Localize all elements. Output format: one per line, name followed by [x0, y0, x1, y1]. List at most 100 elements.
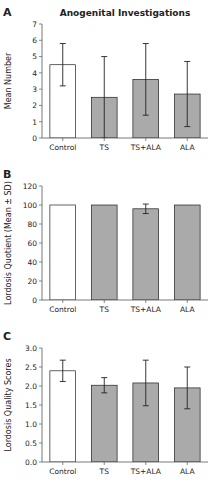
y-tick-label: 1.0 [25, 420, 37, 429]
y-axis-label: Mean Number [4, 52, 13, 109]
y-tick-label: 0.5 [25, 439, 37, 448]
x-tick [187, 138, 188, 141]
y-axis [42, 24, 43, 138]
error-stem [187, 367, 188, 409]
y-tick-label: 2.0 [25, 382, 37, 391]
y-tick-label: 4 [32, 69, 37, 78]
y-axis [42, 186, 43, 300]
title: Anogenital Investigations [60, 8, 191, 18]
error-cap [60, 85, 66, 86]
y-tick-label: 0 [32, 134, 37, 143]
y-tick [39, 224, 42, 225]
error-cap [60, 43, 66, 44]
error-cap [101, 392, 107, 393]
y-tick [39, 262, 42, 263]
y-tick-label: 0 [32, 296, 37, 305]
bar [174, 205, 200, 300]
y-tick-label: 3 [32, 85, 37, 94]
error-cap [143, 405, 149, 406]
x-tick-label: ALA [180, 305, 195, 314]
x-tick-label: TS [99, 143, 110, 152]
y-tick [39, 462, 42, 463]
x-tick [145, 462, 146, 465]
y-tick [39, 424, 42, 425]
error-stem [104, 378, 105, 393]
x-tick-label: TS [99, 467, 110, 476]
x-tick-label: TS+ALA [130, 305, 162, 314]
y-tick [39, 386, 42, 387]
error-stem [187, 61, 188, 126]
x-tick [62, 462, 63, 465]
y-tick-label: 2 [32, 101, 37, 110]
y-tick-label: 100 [23, 201, 38, 210]
x-axis [42, 300, 208, 301]
bar [91, 205, 117, 300]
y-tick [39, 348, 42, 349]
y-tick [39, 121, 42, 122]
bar [91, 385, 117, 462]
y-tick [39, 89, 42, 90]
x-tick-label: Control [49, 143, 76, 152]
y-tick-label: 40 [27, 258, 37, 267]
x-tick [104, 300, 105, 303]
error-stem [104, 57, 105, 138]
x-tick-label: Control [49, 467, 76, 476]
error-bar [60, 44, 66, 86]
marks [50, 44, 200, 138]
y-tick-label: 20 [27, 277, 37, 286]
x-axis [42, 138, 208, 139]
y-tick-label: 5 [32, 52, 37, 61]
y-tick [39, 105, 42, 106]
y-axis-label: Lordosis Quality Scores [4, 358, 13, 451]
y-tick-label: 6 [32, 36, 37, 45]
y-axis-label: Lordosis Quotient (Mean ± SD) [4, 181, 13, 305]
y-tick [39, 443, 42, 444]
error-cap [101, 377, 107, 378]
y-tick [39, 367, 42, 368]
y-tick [39, 138, 42, 139]
y-tick [39, 405, 42, 406]
error-cap [101, 56, 107, 57]
bar [50, 371, 76, 462]
x-tick-label: ALA [180, 143, 195, 152]
error-bar [184, 367, 190, 409]
panel: BLordosis Quotient (Mean ± SD)0204060801… [3, 168, 208, 314]
x-tick [104, 138, 105, 141]
y-tick [39, 24, 42, 25]
y-tick-label: 0.0 [25, 458, 37, 467]
error-bar [101, 378, 107, 393]
error-bar [143, 360, 149, 406]
y-tick-label: 120 [23, 182, 38, 191]
panel-label: B [3, 168, 11, 181]
marks [50, 360, 200, 462]
x-tick-label: TS [99, 305, 110, 314]
chart: Anogenital InvestigationsAMean Number012… [0, 0, 214, 500]
y-axis [42, 348, 43, 462]
y-tick [39, 186, 42, 187]
error-cap [143, 360, 149, 361]
y-tick [39, 40, 42, 41]
y-tick-label: 80 [27, 220, 37, 229]
x-tick [187, 300, 188, 303]
y-tick [39, 300, 42, 301]
error-bar [60, 360, 66, 381]
y-tick-label: 1.5 [25, 401, 37, 410]
error-cap [143, 213, 149, 214]
panel-label: A [3, 6, 12, 19]
error-stem [145, 204, 146, 214]
error-cap [143, 204, 149, 205]
bar [133, 209, 159, 300]
error-cap [184, 367, 190, 368]
error-bar [184, 61, 190, 126]
x-tick [62, 300, 63, 303]
x-axis [42, 462, 208, 463]
y-tick-label: 3.0 [25, 344, 37, 353]
y-tick-label: 2.5 [25, 363, 37, 372]
panel: CLordosis Quality Scores0.00.51.01.52.02… [3, 330, 208, 476]
error-bar [101, 57, 107, 138]
x-tick [145, 138, 146, 141]
error-cap [60, 381, 66, 382]
y-tick-label: 1 [32, 118, 37, 127]
x-tick-label: TS+ALA [130, 467, 162, 476]
error-stem [145, 44, 146, 116]
